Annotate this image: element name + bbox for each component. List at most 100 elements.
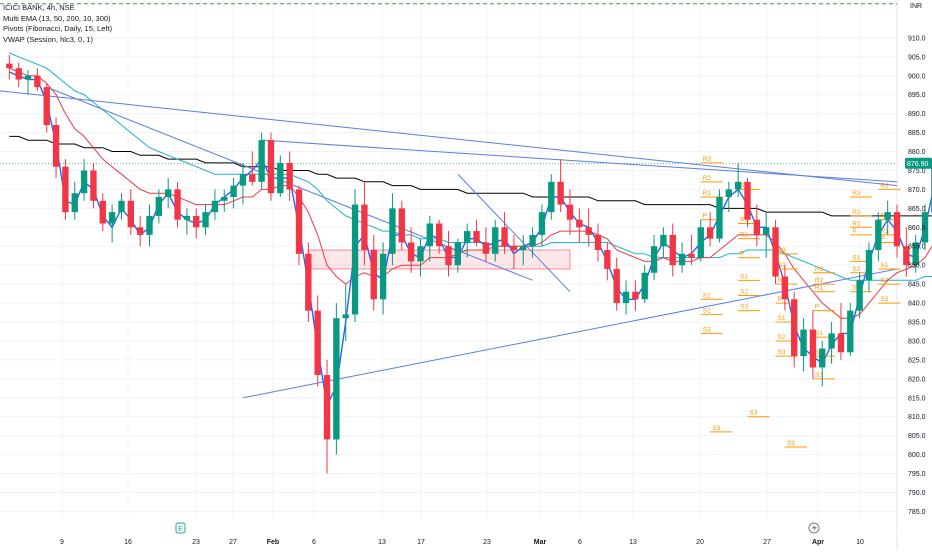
candle-body	[473, 231, 480, 243]
pivot-label: R3	[703, 156, 712, 163]
candle-body	[417, 246, 424, 262]
candle-body	[202, 212, 209, 228]
y-tick-label: 810.0	[908, 414, 926, 421]
last-price-value: 876.90	[907, 161, 929, 168]
indicator-pivots[interactable]: Pivots (Fibonacci, Daily, 15, Left)	[3, 24, 113, 33]
candle-body	[772, 227, 779, 277]
candle-body	[389, 208, 396, 254]
candle-body	[819, 348, 826, 368]
pivot-label: R3	[778, 247, 787, 254]
earnings-marker-icon	[175, 522, 186, 534]
y-tick-label: 825.0	[908, 357, 926, 364]
candle-body	[6, 63, 13, 69]
pivot-label: R1	[740, 232, 749, 239]
candle-body	[370, 250, 377, 300]
candle-body	[118, 200, 125, 213]
y-tick-label: 795.0	[908, 471, 926, 478]
candle-body	[847, 310, 854, 353]
earnings-marker-glyph: E	[178, 526, 183, 533]
currency-label[interactable]: INR	[910, 3, 923, 10]
candle-body	[482, 242, 490, 254]
pivot-label: P	[852, 228, 856, 235]
candles	[6, 54, 932, 474]
indicator-multi-ema[interactable]: Multi EMA (13, 50, 200, 10, 300)	[3, 13, 111, 23]
x-tick-label: 17	[417, 539, 425, 546]
y-tick-label: 805.0	[908, 433, 926, 440]
candle-body	[678, 253, 686, 266]
pivot-label: S1	[740, 273, 748, 280]
candle-body	[127, 200, 134, 228]
candle-body	[398, 208, 405, 243]
candle-body	[193, 215, 200, 228]
candle-body	[445, 246, 452, 266]
x-tick-label: 23	[483, 539, 491, 546]
candle-body	[660, 234, 667, 247]
candle-body	[520, 246, 527, 251]
x-tick-label: 27	[229, 539, 237, 546]
candle-body	[15, 68, 22, 80]
candle-body	[183, 215, 191, 220]
pivot-label: R2	[852, 209, 861, 216]
last-price-tag	[905, 157, 932, 169]
y-tick-label: 800.0	[908, 452, 926, 459]
candle-body	[688, 253, 695, 258]
pivot-label: S2	[740, 288, 748, 295]
candle-body	[548, 181, 555, 213]
y-tick-label: 845.0	[908, 282, 926, 289]
y-tick-label: 910.0	[908, 35, 926, 42]
candle-body	[566, 204, 574, 220]
candle-body	[108, 212, 116, 224]
candle-body	[884, 212, 891, 220]
pivot-label: S3	[880, 296, 888, 303]
candle-body	[249, 174, 256, 182]
candle-body	[613, 268, 620, 304]
y-tick-label: 890.0	[908, 111, 926, 118]
pivot-label: R3	[815, 266, 824, 273]
x-tick-label: 6	[312, 539, 316, 546]
pivot-label: S1	[778, 315, 786, 322]
candle-body	[828, 333, 835, 349]
y-tick-label: 885.0	[908, 130, 926, 137]
y-axis: 910.0 905.0 900.0 895.0 890.0 885.0 880.0 875.0…	[908, 35, 926, 516]
candle-body	[146, 215, 153, 235]
indicator-vwap[interactable]: VWAP (Session, hlc3, 0, 1)	[3, 34, 94, 44]
candle-body	[52, 125, 60, 167]
pivot-label: R1	[880, 228, 889, 235]
candle-body	[837, 333, 845, 353]
trendline-1	[0, 90, 898, 187]
pivot-label: S1	[703, 292, 711, 299]
x-tick-label: Feb	[267, 539, 279, 546]
y-tick-label: 880.0	[908, 149, 926, 156]
candle-body	[277, 162, 284, 194]
y-tick-label: 830.0	[908, 338, 926, 345]
candle-body	[80, 170, 88, 194]
candle-body	[791, 299, 798, 357]
symbol-title[interactable]: ICICI BANK, 4h, NSE	[3, 3, 75, 12]
x-tick-label: 23	[192, 539, 200, 546]
pivot-label: R2	[703, 175, 712, 182]
candle-body	[323, 375, 331, 440]
x-tick-label: 13	[629, 539, 637, 546]
candle-body	[604, 250, 611, 269]
candle-body	[90, 170, 97, 201]
candle-body	[379, 253, 387, 300]
y-tick-label: 835.0	[908, 320, 926, 327]
candle-body	[510, 246, 518, 251]
x-tick-label: 13	[378, 539, 386, 546]
candle-body	[43, 87, 50, 126]
y-tick-label: 790.0	[908, 490, 926, 497]
candle-body	[725, 189, 732, 197]
candle-body	[856, 280, 863, 311]
candle-body	[734, 181, 742, 190]
pivot-label: R3	[880, 182, 889, 189]
x-tick-label: 20	[696, 539, 704, 546]
pivot-label: S2	[778, 334, 786, 341]
candle-body	[221, 196, 228, 201]
candle-body	[426, 223, 433, 247]
candle-body	[62, 166, 69, 213]
candle-body	[407, 242, 415, 262]
pivot-label: R2	[815, 277, 824, 284]
candle-body	[921, 212, 929, 243]
